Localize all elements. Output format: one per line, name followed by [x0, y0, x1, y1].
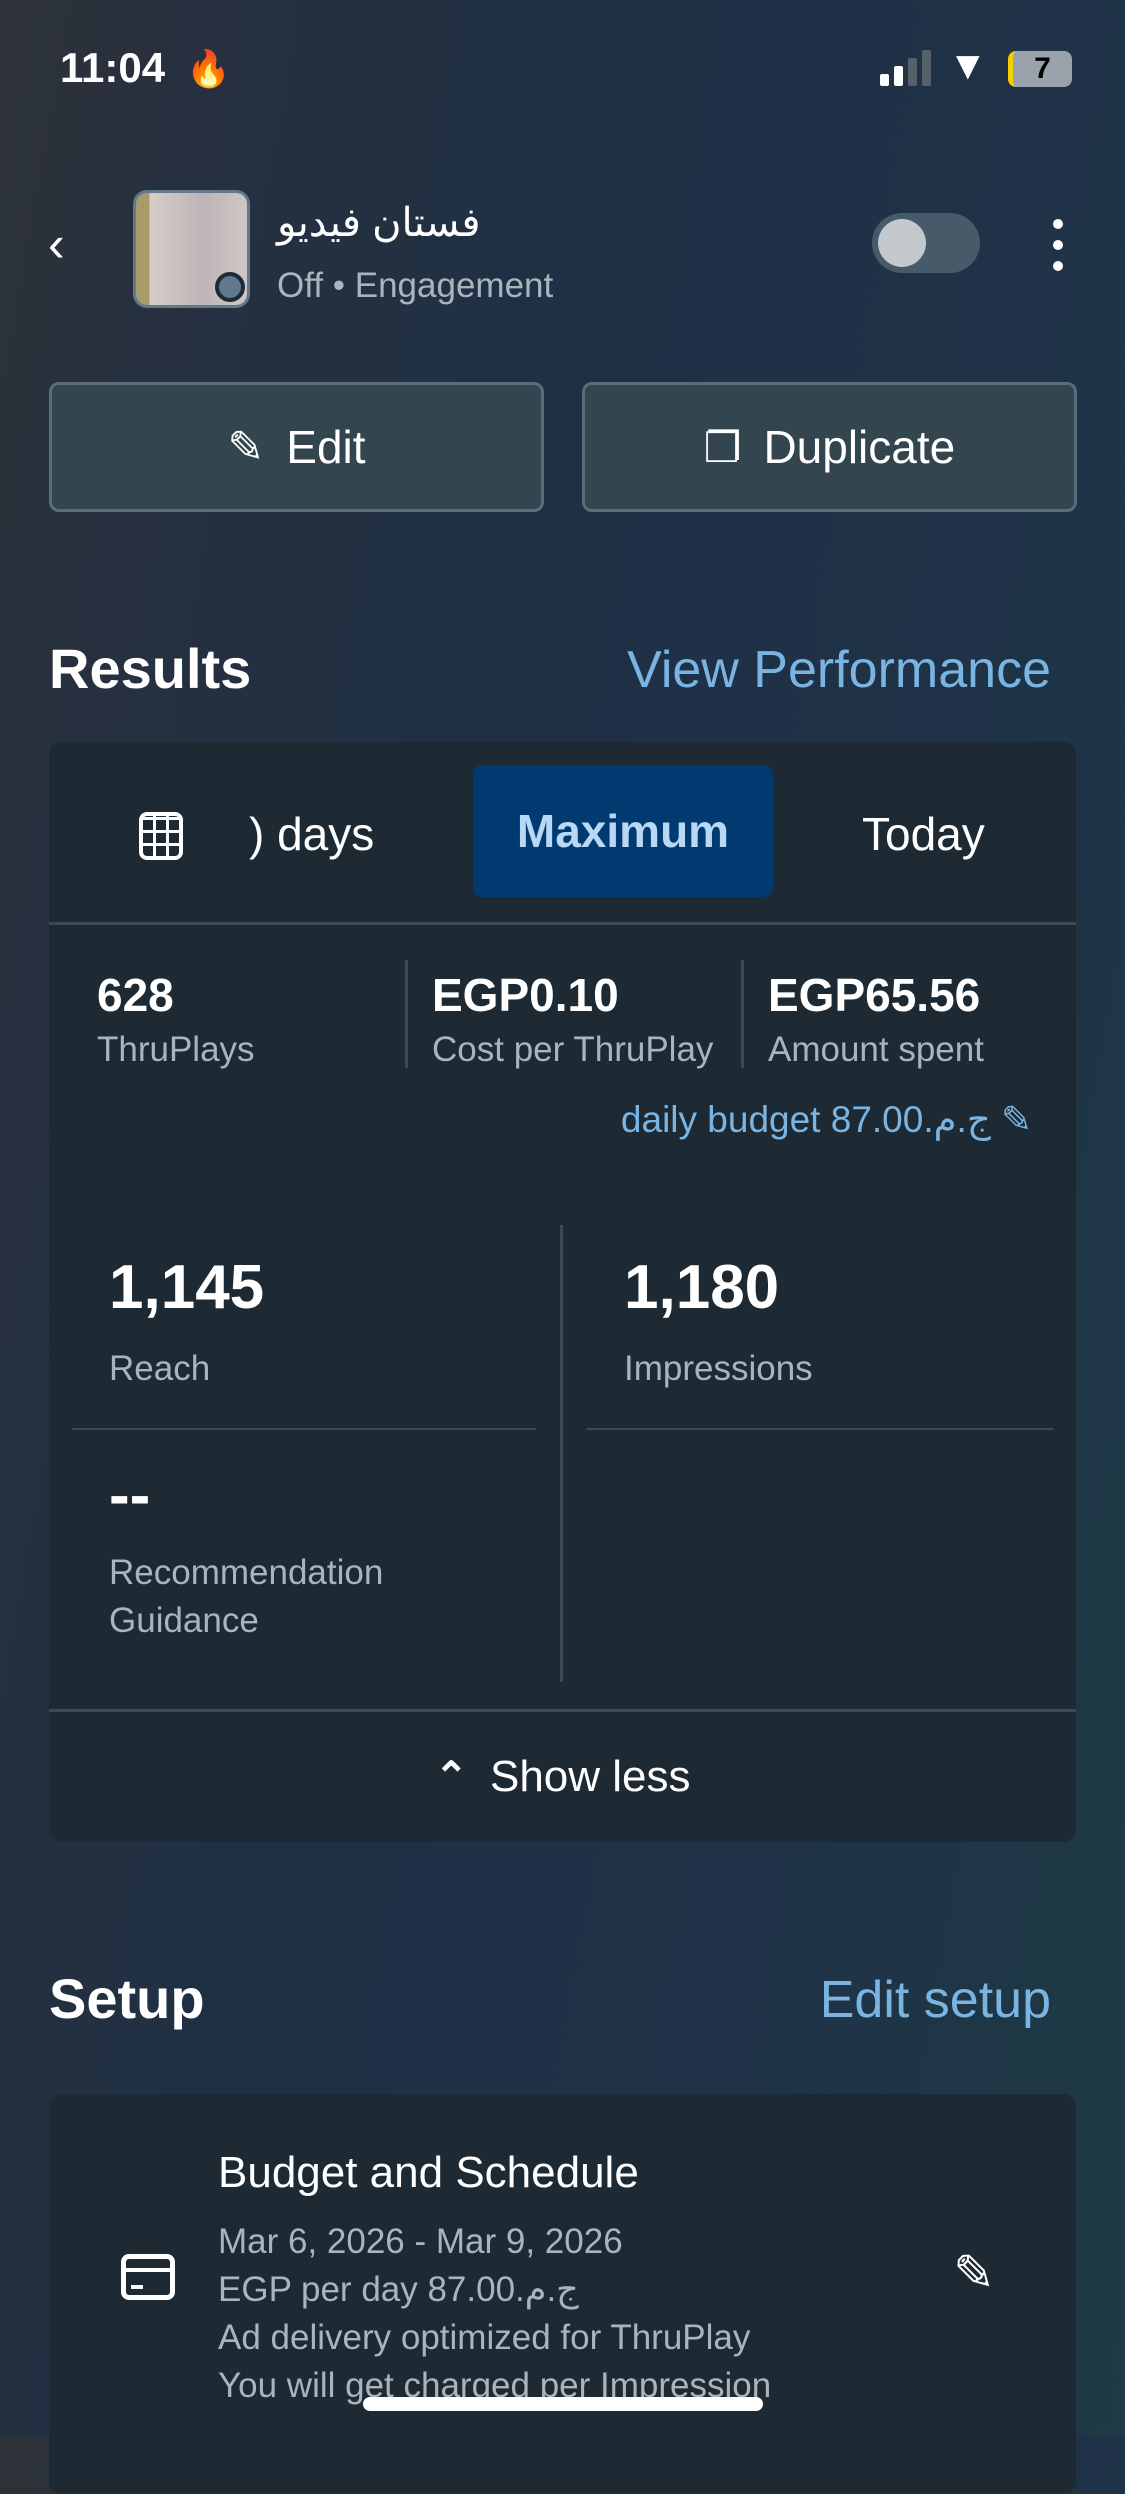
show-less-button[interactable]: ⌃ Show less: [49, 1712, 1076, 1842]
ad-subtitle: Off • Engagement: [277, 266, 554, 305]
credit-card-icon: [121, 2254, 175, 2300]
status-dot: [215, 272, 245, 302]
calendar-icon[interactable]: [139, 812, 183, 860]
pencil-icon: ✎: [227, 422, 265, 472]
flame-icon: 🔥: [186, 48, 231, 89]
stat-divider: [405, 960, 408, 1068]
divider: [587, 1428, 1053, 1430]
edit-label: Edit: [286, 421, 366, 473]
metric-recommendation: -- Recommendation Guidance: [109, 1461, 384, 1640]
wifi-icon: ▼: [948, 44, 988, 88]
divider: [49, 1709, 1076, 1712]
status-time: 11:04: [60, 44, 166, 91]
ad-toggle[interactable]: [872, 213, 980, 273]
tab-today[interactable]: Today: [862, 808, 985, 860]
show-less-label: Show less: [489, 1752, 691, 1801]
tab-days[interactable]: ) days: [249, 808, 375, 860]
divider: [72, 1428, 536, 1430]
results-heading: Results: [49, 637, 252, 700]
stat-amount-spent: EGP65.56 Amount spent: [768, 969, 984, 1069]
stat-cost-per-thruplay: EGP0.10 Cost per ThruPlay: [432, 969, 714, 1069]
edit-setup-link[interactable]: Edit setup: [819, 1971, 1051, 2029]
more-options-icon[interactable]: [1048, 215, 1068, 275]
budget-title: Budget and Schedule: [218, 2148, 639, 2197]
stat-thruplays: 628 ThruPlays: [97, 969, 255, 1069]
ad-thumbnail: [133, 190, 250, 308]
pencil-icon: ✎: [1000, 1099, 1032, 1140]
edit-button[interactable]: ✎ Edit: [49, 382, 544, 512]
ad-title: فستان فيديو: [277, 201, 481, 245]
duplicate-label: Duplicate: [763, 421, 956, 473]
metric-impressions: 1,180 Impressions: [624, 1253, 813, 1388]
view-performance-link[interactable]: View Performance: [627, 641, 1051, 699]
back-button[interactable]: ‹: [48, 216, 65, 272]
divider: [49, 922, 1076, 925]
budget-details: Mar 6, 2026 - Mar 9, 2026 EGP per day 87…: [218, 2222, 772, 2405]
signal-icon: [880, 50, 934, 86]
budget-schedule-card[interactable]: Budget and Schedule Mar 6, 2026 - Mar 9,…: [49, 2094, 1076, 2494]
daily-budget-link[interactable]: daily budget 87.00.ج.م ✎: [620, 1099, 1032, 1140]
tab-maximum[interactable]: Maximum: [473, 765, 773, 897]
stat-divider: [741, 960, 744, 1068]
duplicate-button[interactable]: ❐ Duplicate: [582, 382, 1077, 512]
results-card: ) days Maximum Today 628 ThruPlays EGP0.1…: [49, 742, 1076, 1842]
pencil-icon[interactable]: ✎: [953, 2245, 995, 2301]
metric-reach: 1,145 Reach: [109, 1253, 265, 1388]
setup-heading: Setup: [49, 1967, 205, 2030]
duplicate-icon: ❐: [703, 423, 742, 471]
home-indicator: [363, 2397, 763, 2411]
metric-divider: [560, 1225, 563, 1682]
chevron-up-icon: ⌃: [434, 1755, 468, 1799]
battery-icon: 7: [1008, 51, 1072, 87]
